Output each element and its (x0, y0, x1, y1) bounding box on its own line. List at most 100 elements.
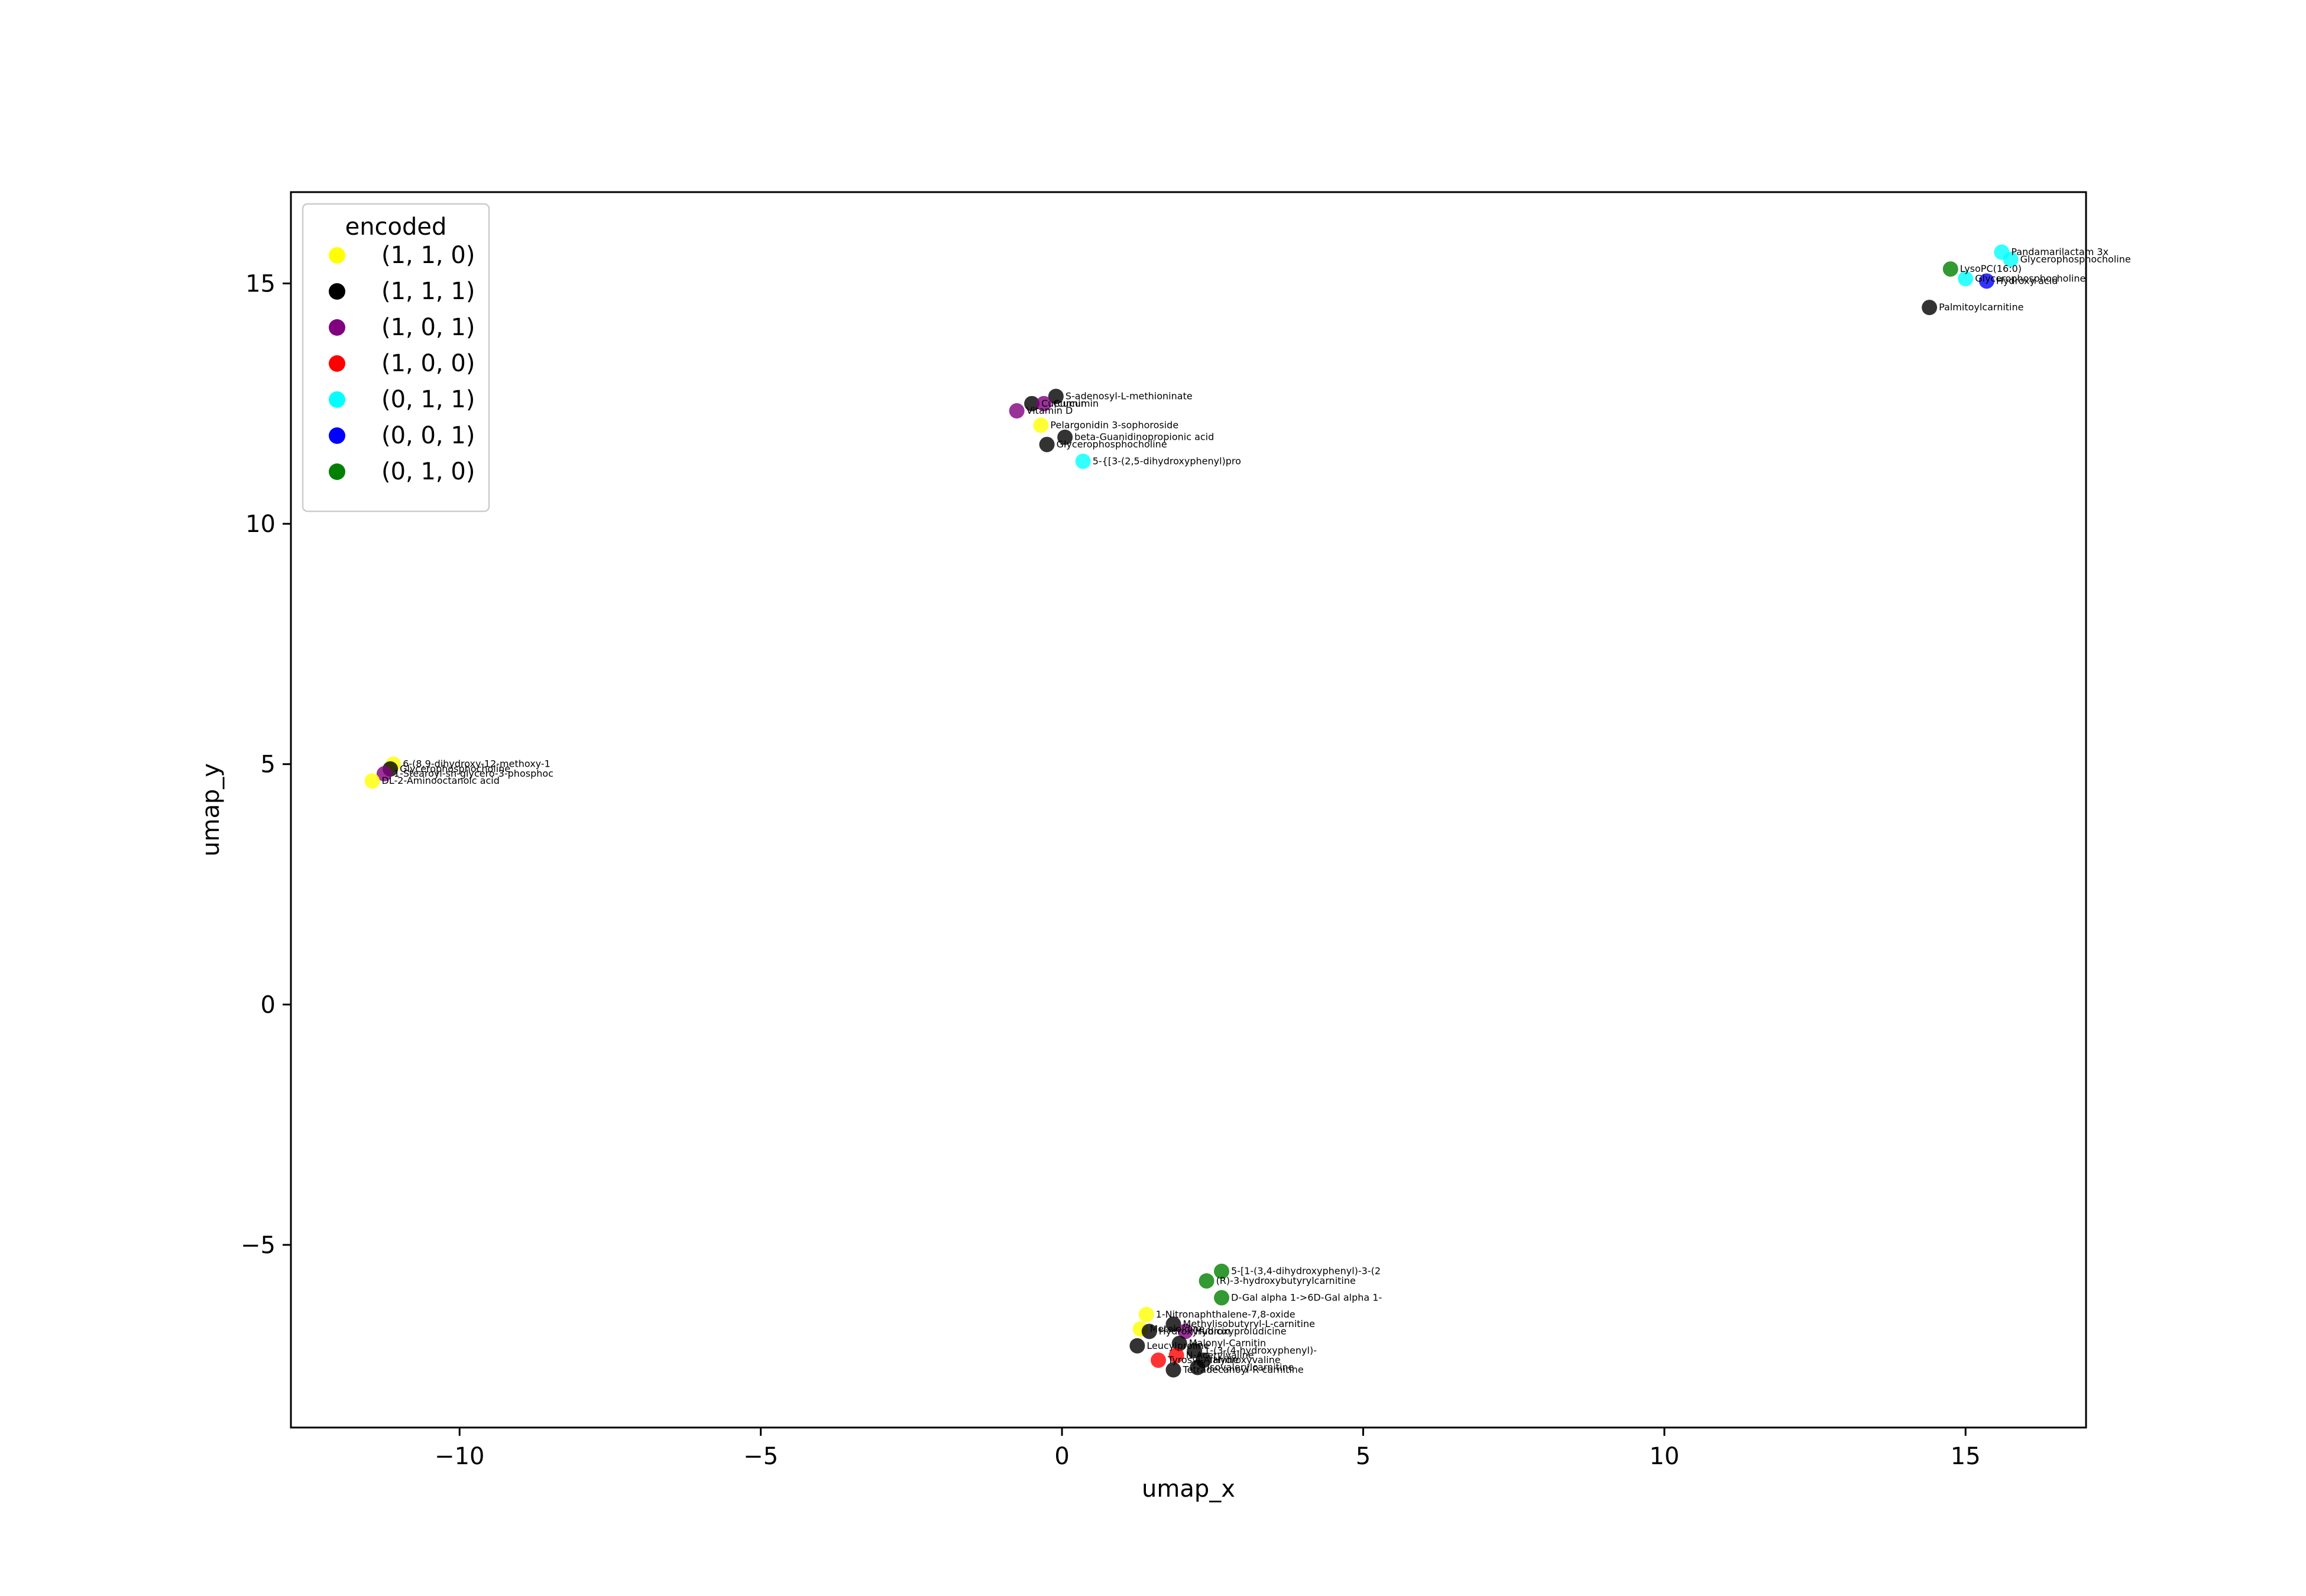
point-label: Leucylproline (1146, 1340, 1209, 1351)
points-layer (364, 244, 2019, 1378)
point-label: S-adenosyl-L-methioninate (1065, 391, 1193, 402)
y-axis: −5 0 5 10 15 (241, 271, 291, 1259)
data-point (1039, 436, 1055, 452)
point-label: Glycerophosphocholine (1975, 273, 2085, 284)
legend-label: (0, 1, 0) (381, 458, 475, 485)
point-label: Glycerophosphocholine (1057, 439, 1167, 450)
legend-label: (1, 0, 1) (381, 314, 475, 341)
y-tick-label: 0 (261, 991, 276, 1018)
x-axis: −10 −5 0 5 10 15 (435, 1428, 1981, 1470)
point-label: Glycerophosphocholine (400, 763, 510, 774)
data-point (364, 773, 380, 789)
point-label: Tyrosyl-Alanine (1167, 1354, 1239, 1365)
data-point (1199, 1273, 1214, 1289)
point-label: Palmitoylcarnitine (1939, 301, 2023, 313)
plot-area-frame (290, 191, 2087, 1429)
data-point (1187, 1342, 1203, 1358)
legend-marker (329, 319, 345, 336)
y-tick-label: 5 (261, 751, 276, 778)
point-label: 1-(3-(4-hydroxyphenyl)- (1204, 1345, 1317, 1356)
data-point (376, 766, 392, 782)
point-label: 6-(8,9-dihydroxy-12-methoxy-1 (403, 758, 550, 770)
data-point (1165, 1362, 1181, 1378)
x-axis-title: umap_x (1142, 1475, 1235, 1503)
point-label: Curcumin (1041, 398, 1087, 409)
legend-marker (329, 247, 345, 264)
data-point (1129, 1338, 1145, 1354)
legend-marker (329, 463, 345, 480)
point-label: Malonyl-Carnitin (1189, 1338, 1266, 1349)
data-point (2003, 251, 2019, 267)
point-label: N-Acetylvaline (1186, 1350, 1254, 1361)
point-label: 1-Stearoyl-sn-glycero-3-phosphoc (394, 768, 553, 779)
data-point (1978, 273, 1994, 289)
data-point (1024, 395, 1040, 411)
point-label: 1-Nitronaphthalene-7,8-oxide (1156, 1309, 1295, 1320)
x-tick-label: −10 (435, 1443, 484, 1470)
legend-entries: (1, 1, 0) (1, 1, 1) (1, 0, 1) (1, 0, 0) (0, … (329, 242, 475, 485)
data-point (1048, 388, 1064, 404)
point-labels-layer: Pandamarilactam 3xGlycerophosphocholineL… (382, 246, 2131, 1376)
legend-label: (1, 1, 0) (381, 242, 475, 269)
data-point (1141, 1323, 1157, 1339)
legend: encoded (1, 1, 0) (1, 1, 1) (1, 0, 1) (1, 0… (302, 203, 490, 512)
x-tick-label: 10 (1649, 1443, 1679, 1470)
data-point (1177, 1323, 1193, 1339)
y-tick-label: 10 (245, 511, 276, 538)
data-point (1190, 1360, 1206, 1376)
point-label: DL-2-Aminooctanoic acid (382, 775, 500, 786)
point-label: 5-{[3-(2,5-dihydroxyphenyl)pro (1093, 455, 1241, 466)
legend-label: (1, 1, 1) (381, 278, 475, 305)
legend-marker (329, 391, 345, 408)
x-tick-label: 0 (1054, 1443, 1069, 1470)
x-tick-label: 5 (1356, 1443, 1371, 1470)
y-axis-title: umap_y (197, 763, 225, 857)
data-point (1009, 403, 1025, 419)
point-label: Hydroxyrubicin (1159, 1325, 1230, 1337)
point-label: Vitamin D (1026, 405, 1073, 416)
point-label: beta-Guanidinopropionic acid (1074, 432, 1214, 443)
legend-box (302, 203, 490, 512)
legend-title: encoded (345, 213, 447, 241)
data-point (1168, 1348, 1184, 1364)
data-point (1033, 417, 1049, 433)
point-label: Meteloidine (1149, 1323, 1204, 1334)
point-label: Methylisobutyryl-L-carnitine (1183, 1318, 1315, 1329)
data-point (1036, 395, 1052, 411)
data-point (1165, 1316, 1181, 1332)
point-label: Curcumin (1053, 398, 1099, 409)
data-point (1922, 300, 1938, 316)
legend-label: (1, 0, 0) (381, 350, 475, 377)
point-label: Isovalerylcarnitine (1207, 1361, 1294, 1373)
point-label: 5-[1-(3,4-dihydroxyphenyl)-3-(2 (1231, 1266, 1381, 1277)
data-point (1942, 261, 1958, 277)
data-point (1214, 1290, 1230, 1306)
point-label: Tetradecanoyl-R-carnitine (1183, 1364, 1304, 1375)
point-label: (R)-3-hydroxybutyrylcarnitine (1216, 1275, 1356, 1286)
x-tick-label: −5 (743, 1443, 778, 1470)
y-tick-label: −5 (241, 1232, 276, 1259)
legend-marker (329, 355, 345, 372)
y-tick-label: 15 (245, 271, 276, 298)
data-point (1075, 453, 1091, 469)
data-point (1057, 429, 1073, 445)
data-point (1138, 1306, 1154, 1322)
point-label: D-Gal alpha 1->6D-Gal alpha 1- (1231, 1292, 1382, 1303)
legend-label: (0, 0, 1) (381, 422, 475, 449)
legend-marker (329, 427, 345, 444)
point-label: LysoPC(16:0) (1960, 263, 2022, 274)
point-label: Pandamarilactam 3x (2011, 246, 2109, 258)
point-label: Glycerophosphocholine (2020, 254, 2131, 265)
point-label: Hydroxyvaline (1213, 1354, 1280, 1365)
legend-marker (329, 283, 345, 300)
point-label: Hydroxy acid (1996, 275, 2058, 286)
data-point (1214, 1263, 1230, 1279)
point-label: Pelargonidin 3-sophoroside (1050, 419, 1178, 430)
data-point (1958, 271, 1974, 287)
x-tick-label: 15 (1951, 1443, 1981, 1470)
legend-label: (0, 1, 1) (381, 386, 475, 413)
point-label: Hydroxyproludicine (1195, 1325, 1287, 1337)
data-point (1151, 1352, 1167, 1368)
data-point (1171, 1335, 1187, 1351)
